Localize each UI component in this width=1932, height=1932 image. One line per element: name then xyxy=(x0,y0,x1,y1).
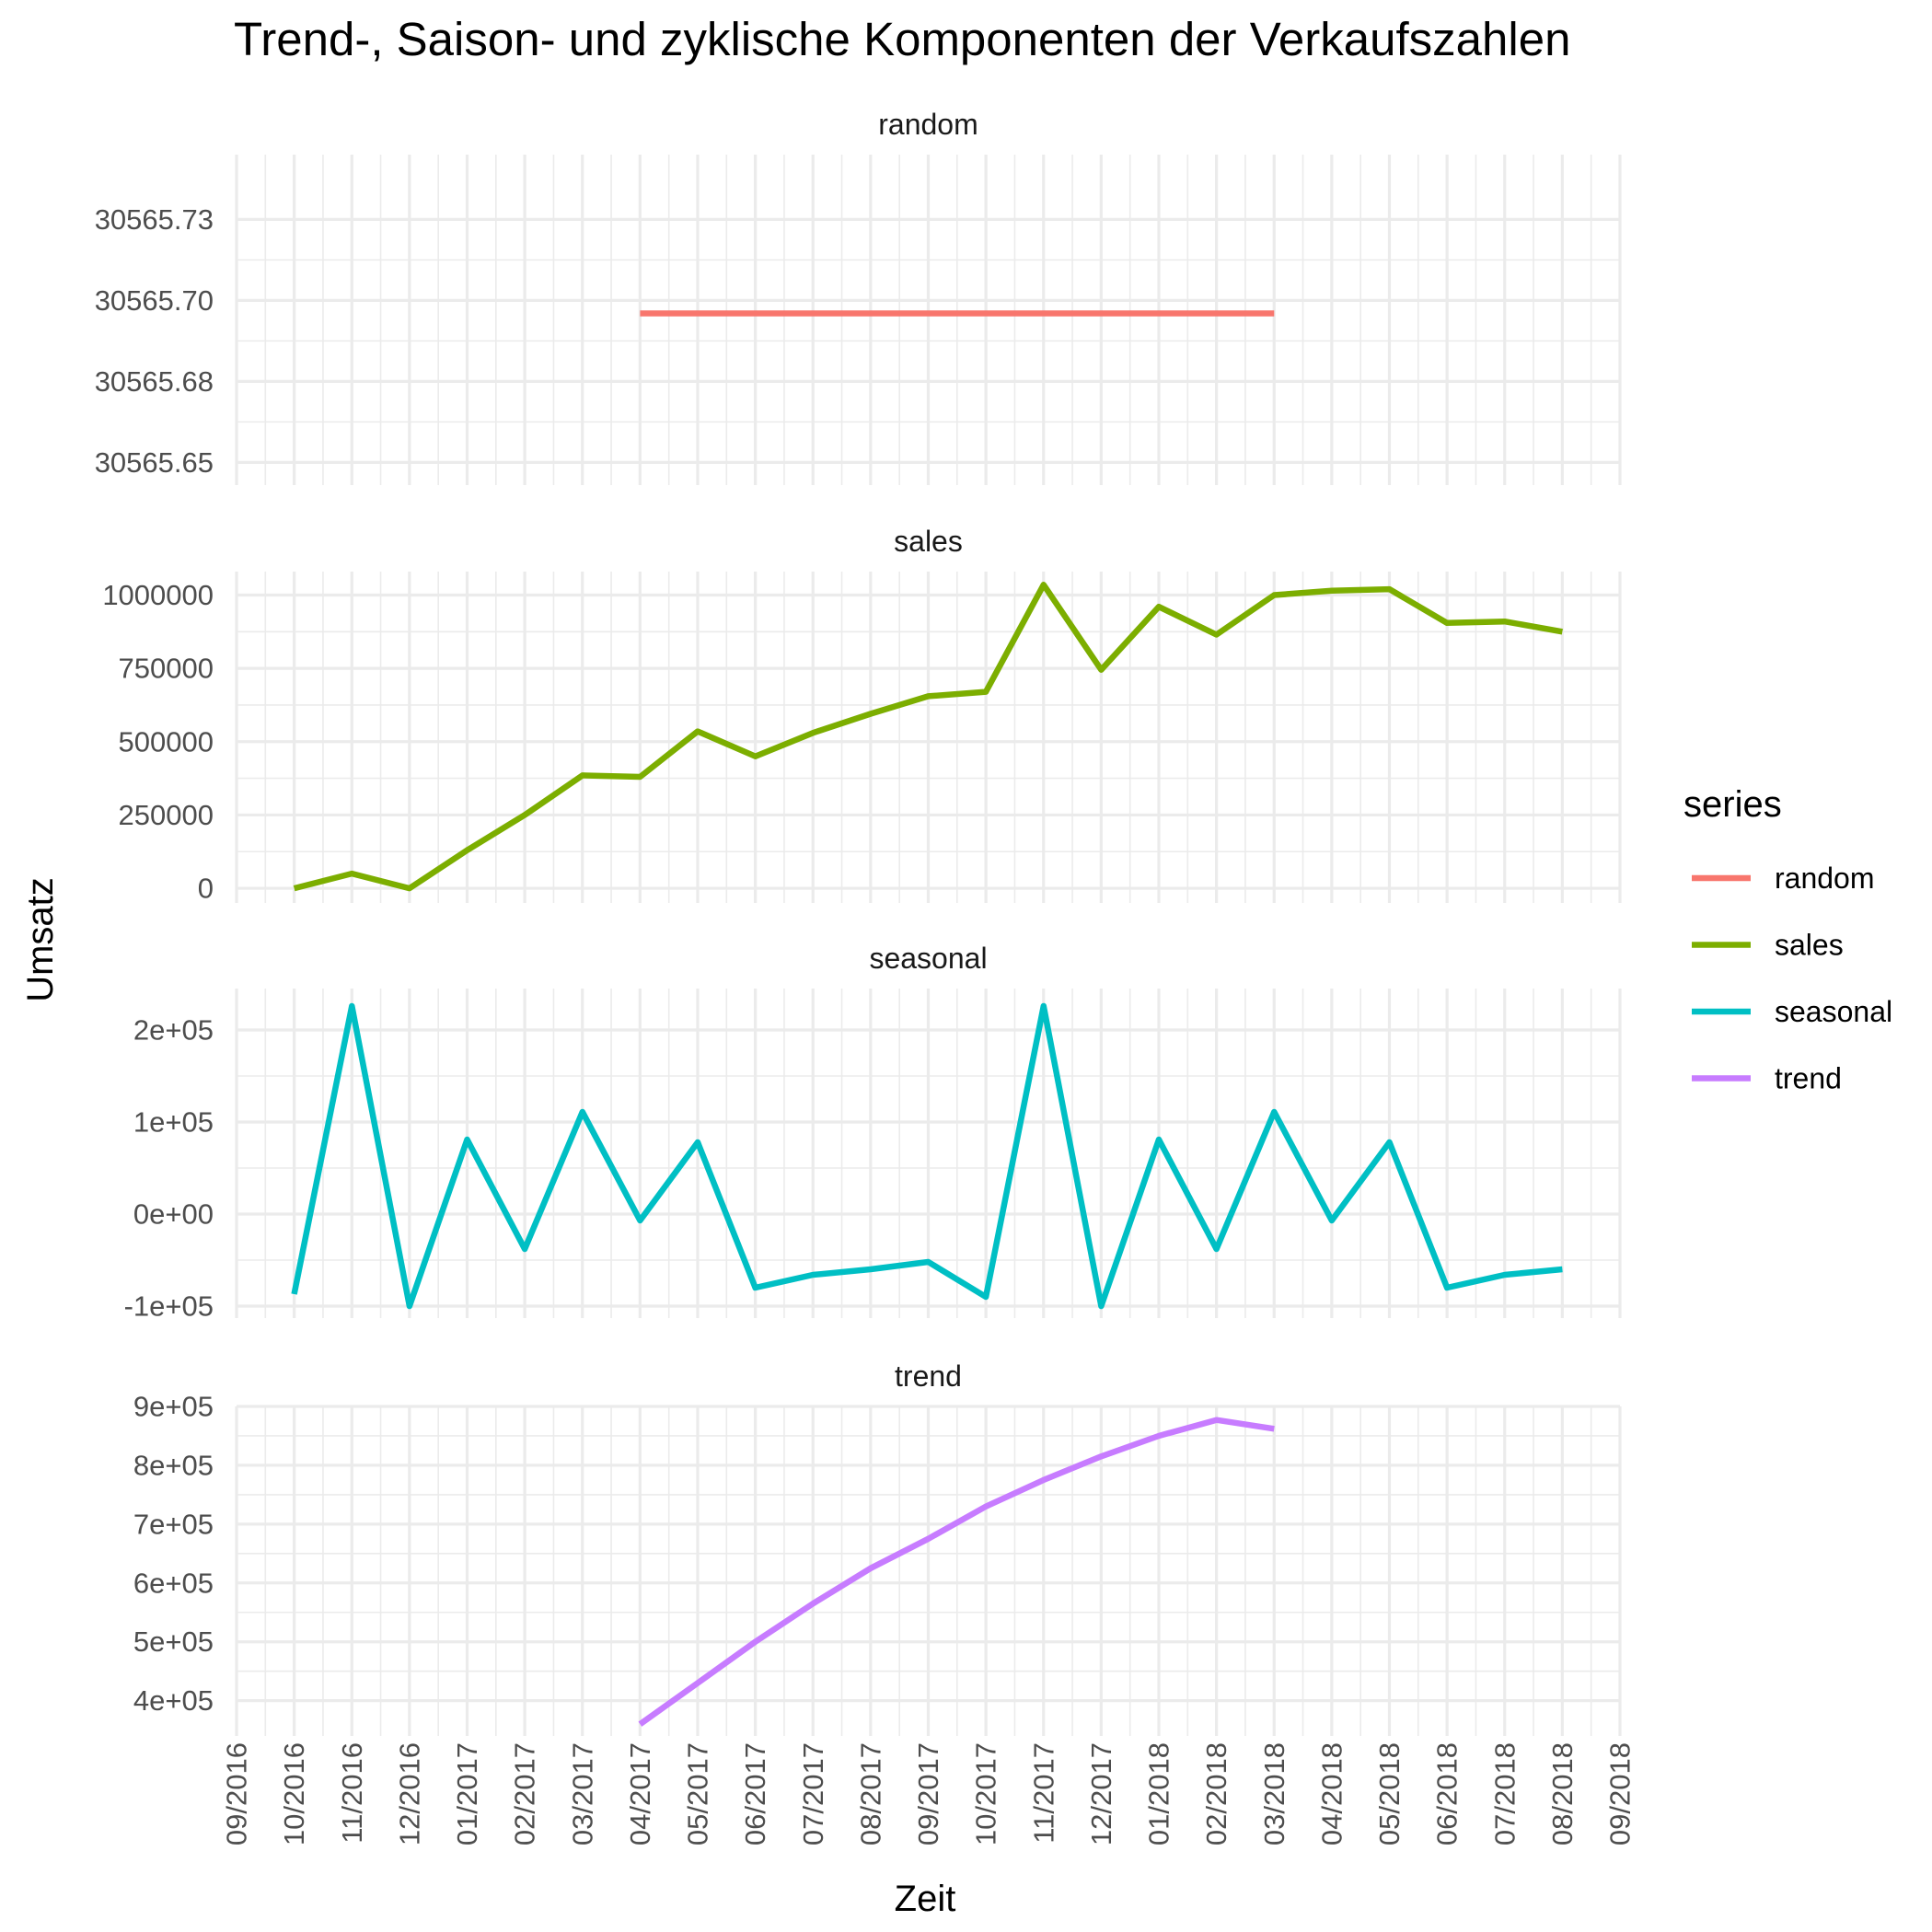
x-tick-label: 11/2017 xyxy=(1027,1742,1059,1844)
x-tick-label: 02/2017 xyxy=(509,1742,541,1845)
x-tick-label: 08/2018 xyxy=(1546,1742,1579,1845)
y-tick-label: 8e+05 xyxy=(133,1449,214,1481)
y-tick-label: 30565.73 xyxy=(95,203,214,236)
facet-strip-title: seasonal xyxy=(869,942,987,975)
series-line-trend xyxy=(638,1417,1275,1727)
x-tick-label: 05/2018 xyxy=(1373,1742,1406,1845)
x-tick-label: 07/2017 xyxy=(797,1742,829,1845)
gridlines xyxy=(235,989,1622,1318)
x-tick-label: 03/2017 xyxy=(566,1742,598,1845)
facet-strip-title: sales xyxy=(894,525,963,558)
x-tick-label: 09/2017 xyxy=(912,1742,944,1845)
y-tick-label: -1e+05 xyxy=(124,1290,214,1323)
legend-label-seasonal: seasonal xyxy=(1775,995,1892,1028)
facet-seasonal: seasonal -1e+05 0e+00 1e+05 2e+05 xyxy=(124,942,1622,1323)
x-tick-label: 11/2016 xyxy=(336,1742,368,1844)
x-tick-label: 06/2018 xyxy=(1431,1742,1463,1845)
y-tick-label: 7e+05 xyxy=(133,1508,214,1540)
legend: series random sales seasonal trend xyxy=(1683,784,1892,1095)
series-line-seasonal xyxy=(291,1002,1563,1310)
series-line-sales xyxy=(293,582,1563,892)
y-tick-label: 5e+05 xyxy=(133,1625,214,1658)
y-tick-label: 0 xyxy=(198,873,214,905)
y-tick-label: 2e+05 xyxy=(133,1014,214,1047)
x-axis-title: Zeit xyxy=(895,1879,956,1919)
facet-random: random 30565.65 30565.68 30565.70 30565.73 xyxy=(95,108,1622,485)
facet-trend: trend 4e+05 5e+05 6e+05 7e+05 8e+05 9e+05 xyxy=(133,1359,1622,1736)
gridlines xyxy=(235,1405,1622,1736)
facet-strip-title: random xyxy=(878,108,978,141)
y-tick-label: 6e+05 xyxy=(133,1567,214,1599)
y-tick-label: 500000 xyxy=(119,725,214,758)
x-axis: 09/2016 10/2016 11/2016 12/2016 01/2017 02/20… xyxy=(221,1742,1637,1845)
x-tick-label: 08/2017 xyxy=(854,1742,886,1845)
facet-panels: random 30565.65 30565.68 30565.70 30565.73 sa… xyxy=(95,108,1622,1736)
y-tick-label: 30565.68 xyxy=(95,365,214,398)
x-tick-label: 10/2017 xyxy=(970,1742,1002,1845)
y-axis-title: Umsatz xyxy=(20,877,61,1002)
x-tick-label: 04/2018 xyxy=(1315,1742,1348,1845)
x-tick-label: 05/2017 xyxy=(682,1742,714,1845)
y-tick-label: 0e+00 xyxy=(133,1198,214,1231)
gridlines xyxy=(235,572,1622,903)
y-tick-label: 4e+05 xyxy=(133,1684,214,1717)
legend-title: series xyxy=(1683,784,1782,825)
x-tick-label: 01/2018 xyxy=(1143,1742,1175,1845)
x-tick-label: 02/2018 xyxy=(1200,1742,1232,1845)
legend-label-sales: sales xyxy=(1775,929,1844,962)
gridlines xyxy=(235,155,1622,485)
facet-sales: sales 0 250000 500000 750000 1000000 xyxy=(102,525,1622,905)
x-tick-label: 07/2018 xyxy=(1488,1742,1521,1845)
x-tick-label: 12/2017 xyxy=(1085,1742,1117,1845)
x-tick-label: 10/2016 xyxy=(278,1742,310,1845)
y-tick-label: 30565.65 xyxy=(95,446,214,479)
legend-label-random: random xyxy=(1775,862,1875,895)
x-tick-label: 01/2017 xyxy=(451,1742,483,1845)
x-tick-label: 04/2017 xyxy=(624,1742,656,1845)
x-tick-label: 03/2018 xyxy=(1258,1742,1290,1845)
y-tick-label: 250000 xyxy=(119,799,214,831)
x-tick-label: 09/2016 xyxy=(221,1742,253,1845)
facet-strip-title: trend xyxy=(895,1359,962,1393)
x-tick-label: 12/2016 xyxy=(393,1742,425,1845)
x-tick-label: 09/2018 xyxy=(1604,1742,1637,1845)
y-tick-label: 1000000 xyxy=(102,579,214,611)
chart-title: Trend-, Saison- und zyklische Komponente… xyxy=(234,13,1570,65)
y-tick-label: 30565.70 xyxy=(95,284,214,317)
y-tick-label: 1e+05 xyxy=(133,1106,214,1139)
y-tick-label: 750000 xyxy=(119,653,214,685)
x-tick-label: 06/2017 xyxy=(739,1742,771,1845)
legend-label-trend: trend xyxy=(1775,1062,1842,1095)
y-tick-label: 9e+05 xyxy=(133,1391,214,1423)
